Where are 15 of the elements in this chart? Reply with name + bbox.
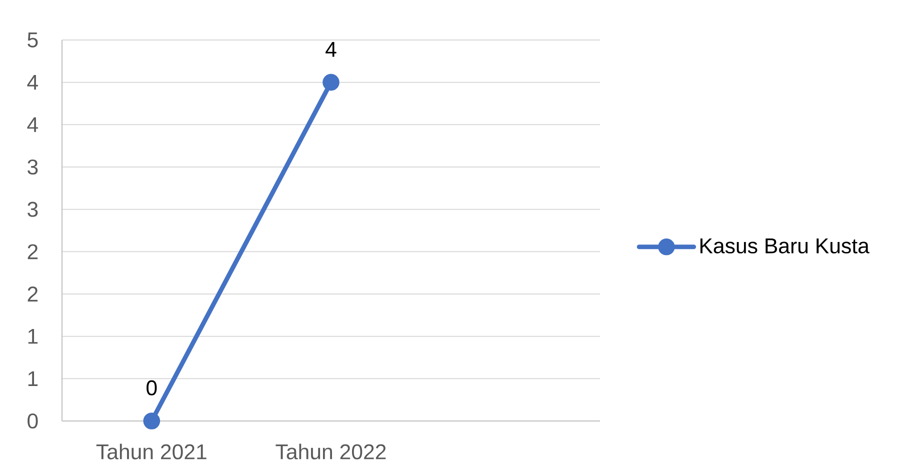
y-tick-label: 4 [27,74,38,90]
y-tick-label: 3 [28,202,38,217]
data-label: 0 [146,380,157,396]
legend-label: Kasus Baru Kusta [700,238,870,254]
x-tick-label: Tahun 2021 [96,444,206,460]
y-tick-label: 5 [28,32,38,48]
y-tick-label: 3 [28,159,38,175]
data-label: 4 [326,42,336,57]
y-tick-label: 2 [28,286,38,302]
y-tick-label: 4 [27,117,38,132]
y-tick-label: 1 [28,371,38,386]
y-tick-label: 0 [28,413,38,429]
y-tick-label: 1 [28,328,38,344]
y-tick-label: 2 [28,244,38,260]
x-tick-label: Tahun 2022 [276,444,386,460]
